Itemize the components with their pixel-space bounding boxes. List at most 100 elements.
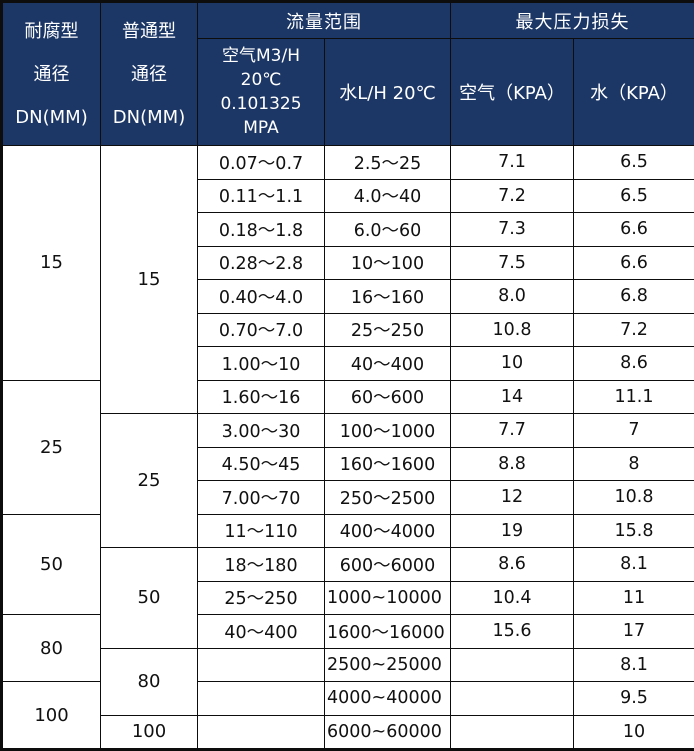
water-flow-cell: 4.0～40 (325, 179, 451, 213)
water-flow-cell: 25～250 (325, 313, 451, 347)
air-flow-cell: 0.07～0.7 (198, 146, 325, 180)
water-kpa-cell: 8 (574, 447, 694, 481)
water-kpa-cell: 11 (574, 581, 694, 615)
air-flow-cell: 1.60～16 (198, 380, 325, 414)
air-kpa-cell: 14 (451, 380, 574, 414)
water-flow-cell: 10～100 (325, 246, 451, 280)
air-kpa-cell: 7.2 (451, 179, 574, 213)
air-flow-cell: 0.70～7.0 (198, 313, 325, 347)
water-kpa-cell: 6.5 (574, 179, 694, 213)
normal-dn-cell: 25 (101, 414, 198, 548)
air-flow-cell (198, 682, 325, 716)
air-kpa-cell: 15.6 (451, 615, 574, 649)
air-kpa-cell (451, 648, 574, 682)
normal-dn-cell: 50 (101, 548, 198, 649)
corrosion-dn-cell: 100 (2, 682, 101, 750)
air-kpa-cell: 12 (451, 481, 574, 515)
water-kpa-cell: 8.6 (574, 347, 694, 381)
header-line: 通径 (3, 53, 100, 96)
header-water-kpa: 水（KPA） (574, 39, 694, 146)
water-flow-cell: 600～6000 (325, 548, 451, 582)
header-corrosion-dn: 耐腐型 通径 DN(MM) (2, 2, 101, 146)
corrosion-dn-cell: 25 (2, 380, 101, 514)
table-header: 耐腐型 通径 DN(MM) 普通型 通径 DN(MM) 流量范围 最大压力损失 … (2, 2, 694, 146)
water-flow-cell: 4000~40000 (325, 682, 451, 716)
header-line: MPA (198, 116, 324, 140)
water-kpa-cell: 6.6 (574, 213, 694, 247)
air-flow-cell: 0.40～4.0 (198, 280, 325, 314)
air-flow-cell: 11～110 (198, 514, 325, 548)
header-line: DN(MM) (3, 96, 100, 139)
header-air-flow: 空气M3/H 20℃ 0.101325 MPA (198, 39, 325, 146)
air-kpa-cell: 8.0 (451, 280, 574, 314)
air-flow-cell: 0.11～1.1 (198, 179, 325, 213)
header-line: 耐腐型 (3, 10, 100, 53)
header-line: 20℃ (198, 68, 324, 92)
air-flow-cell (198, 715, 325, 750)
header-pressure-loss-group: 最大压力损失 (451, 2, 694, 39)
air-flow-cell: 7.00～70 (198, 481, 325, 515)
header-normal-dn: 普通型 通径 DN(MM) (101, 2, 198, 146)
water-flow-cell: 60～600 (325, 380, 451, 414)
water-flow-cell: 2.5～25 (325, 146, 451, 180)
corrosion-dn-cell: 15 (2, 146, 101, 381)
header-line: 0.101325 (198, 92, 324, 116)
air-flow-cell: 0.18～1.8 (198, 213, 325, 247)
air-flow-cell: 0.28～2.8 (198, 246, 325, 280)
normal-dn-cell: 15 (101, 146, 198, 414)
air-kpa-cell: 7.3 (451, 213, 574, 247)
water-kpa-cell: 15.8 (574, 514, 694, 548)
water-kpa-cell: 10 (574, 715, 694, 750)
air-flow-cell: 4.50～45 (198, 447, 325, 481)
water-kpa-cell: 7 (574, 414, 694, 448)
header-flow-range-group: 流量范围 (198, 2, 451, 39)
air-kpa-cell: 10 (451, 347, 574, 381)
air-kpa-cell (451, 682, 574, 716)
water-flow-cell: 160～1600 (325, 447, 451, 481)
header-group-row: 耐腐型 通径 DN(MM) 普通型 通径 DN(MM) 流量范围 最大压力损失 (2, 2, 694, 39)
air-flow-cell: 25～250 (198, 581, 325, 615)
water-kpa-cell: 6.8 (574, 280, 694, 314)
table-row: 100 6000~60000 10 (2, 715, 694, 750)
air-kpa-cell: 10.8 (451, 313, 574, 347)
water-flow-cell: 250～2500 (325, 481, 451, 515)
water-flow-cell: 100～1000 (325, 414, 451, 448)
header-line: 通径 (101, 53, 197, 96)
header-line: DN(MM) (101, 96, 197, 139)
header-water-flow: 水L/H 20℃ (325, 39, 451, 146)
water-flow-cell: 1600～16000 (325, 615, 451, 649)
air-flow-cell: 18～180 (198, 548, 325, 582)
water-flow-cell: 40～400 (325, 347, 451, 381)
header-line: 空气M3/H (198, 44, 324, 68)
air-kpa-cell: 7.7 (451, 414, 574, 448)
air-flow-cell: 40～400 (198, 615, 325, 649)
normal-dn-cell: 80 (101, 648, 198, 715)
air-flow-cell: 3.00～30 (198, 414, 325, 448)
air-kpa-cell: 19 (451, 514, 574, 548)
air-kpa-cell: 8.8 (451, 447, 574, 481)
water-kpa-cell: 9.5 (574, 682, 694, 716)
air-kpa-cell: 7.5 (451, 246, 574, 280)
air-kpa-cell (451, 715, 574, 750)
air-flow-cell: 1.00～10 (198, 347, 325, 381)
water-kpa-cell: 6.5 (574, 146, 694, 180)
water-kpa-cell: 7.2 (574, 313, 694, 347)
water-flow-cell: 2500~25000 (325, 648, 451, 682)
water-kpa-cell: 11.1 (574, 380, 694, 414)
air-kpa-cell: 10.4 (451, 581, 574, 615)
corrosion-dn-cell: 80 (2, 615, 101, 682)
water-kpa-cell: 8.1 (574, 548, 694, 582)
water-flow-cell: 6000~60000 (325, 715, 451, 750)
normal-dn-cell: 100 (101, 715, 198, 750)
air-flow-cell (198, 648, 325, 682)
air-kpa-cell: 8.6 (451, 548, 574, 582)
water-kpa-cell: 10.8 (574, 481, 694, 515)
water-flow-cell: 1000~10000 (325, 581, 451, 615)
header-air-kpa: 空气（KPA） (451, 39, 574, 146)
